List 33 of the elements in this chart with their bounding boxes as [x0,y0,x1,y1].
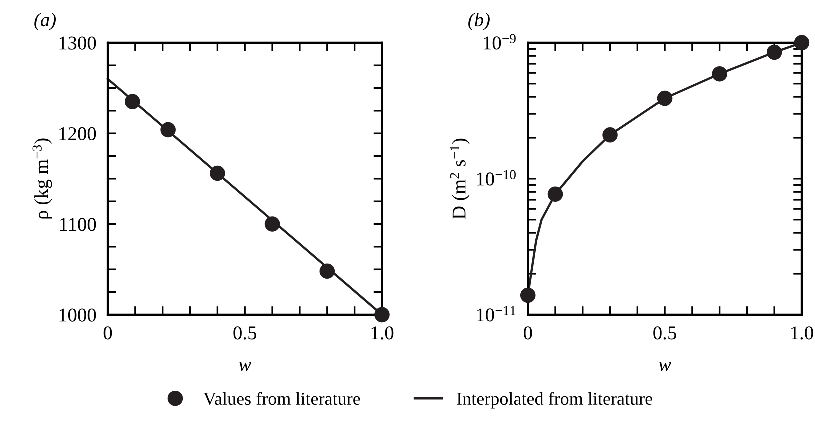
point [125,94,140,110]
legend-label: Interpolated from literature [457,392,652,409]
y-tick-label: 10$^{−11}$ [477,306,516,322]
chart-title: (a) [34,12,56,31]
y-tick-label: 1000 [60,308,96,322]
point [520,288,536,304]
x-tick-label: 1.0 [792,326,814,340]
point [548,186,564,202]
y-tick-label: 1200 [60,127,96,141]
point [210,166,226,182]
x-tick-label: 0.5 [654,326,676,340]
point [602,127,618,143]
chart-title: (b) [468,12,490,31]
y-tick-label: 10$^{−10}$ [477,170,516,186]
point [320,264,336,280]
y-tick-label: 10$^{−9}$ [484,34,516,50]
x-tick-label: 0 [104,326,112,340]
y-axis-title: ρ (kg m$^{−3}$) [32,138,52,219]
x-tick-label: 0 [524,326,532,340]
point [160,122,176,138]
x-axis-title: w [239,362,252,372]
point [657,90,673,106]
point [766,44,782,60]
y-axis-title: D (m$^{2}$ s$^{−1}$) [450,138,470,220]
point [712,66,728,82]
y-tick-label: 1300 [60,36,96,50]
x-axis-title: w [659,362,672,372]
point [794,35,810,51]
x-tick-label: 1.0 [372,326,394,340]
point [264,216,280,232]
legend-label: Values from literature [204,392,360,406]
x-tick-label: 0.5 [234,326,257,340]
y-tick-label: 1100 [60,218,96,232]
